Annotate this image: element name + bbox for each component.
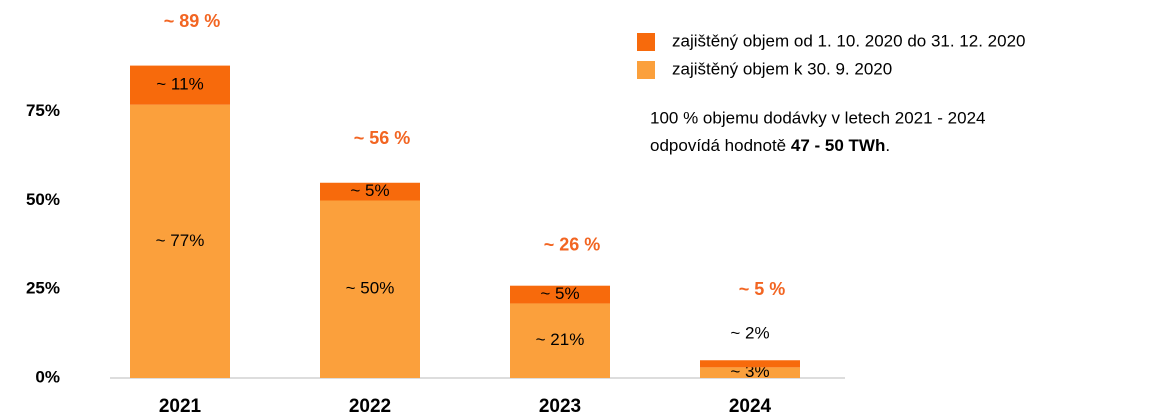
total-label: ~ 89 % bbox=[164, 11, 221, 31]
segment-label: ~ 11% bbox=[156, 75, 203, 94]
y-tick-label: 0% bbox=[35, 367, 60, 386]
bar-segment bbox=[130, 65, 230, 105]
y-tick-label: 50% bbox=[26, 190, 60, 209]
note-text: odpovídá hodnotě bbox=[650, 136, 791, 155]
note-bold: 47 - 50 TWh bbox=[791, 136, 885, 155]
note-line: odpovídá hodnotě 47 - 50 TWh. bbox=[650, 136, 890, 155]
segment-label: ~ 5% bbox=[350, 181, 389, 200]
legend-label: zajištěný objem od 1. 10. 2020 do 31. 12… bbox=[672, 31, 1025, 50]
total-label: ~ 56 % bbox=[354, 128, 411, 148]
legend-swatch bbox=[637, 33, 655, 51]
segment-label: ~ 77% bbox=[156, 231, 205, 250]
segment-label: ~ 2% bbox=[730, 324, 769, 343]
segment-label: ~ 5% bbox=[540, 284, 579, 303]
legend-swatch bbox=[637, 61, 655, 79]
y-tick-label: 25% bbox=[26, 279, 60, 298]
x-tick-label: 2021 bbox=[159, 396, 202, 417]
x-tick-label: 2022 bbox=[349, 396, 391, 417]
x-tick-label: 2024 bbox=[729, 396, 772, 417]
bar-segment bbox=[320, 182, 420, 201]
bar-segment bbox=[510, 285, 610, 304]
total-label: ~ 5 % bbox=[739, 279, 786, 299]
bar-segment bbox=[320, 200, 420, 378]
note-line: 100 % objemu dodávky v letech 2021 - 202… bbox=[650, 108, 986, 127]
segment-label: ~ 50% bbox=[346, 279, 395, 298]
bar-segment bbox=[510, 303, 610, 378]
x-tick-label: 2023 bbox=[539, 396, 581, 417]
bar-segment bbox=[130, 104, 230, 379]
total-label: ~ 26 % bbox=[544, 234, 601, 254]
note-text: . bbox=[885, 136, 890, 155]
segment-label: ~ 21% bbox=[536, 330, 585, 349]
legend-label: zajištěný objem k 30. 9. 2020 bbox=[672, 59, 892, 78]
bar-segment bbox=[700, 367, 800, 378]
bar-segment bbox=[700, 360, 800, 368]
y-tick-label: 75% bbox=[26, 101, 60, 120]
